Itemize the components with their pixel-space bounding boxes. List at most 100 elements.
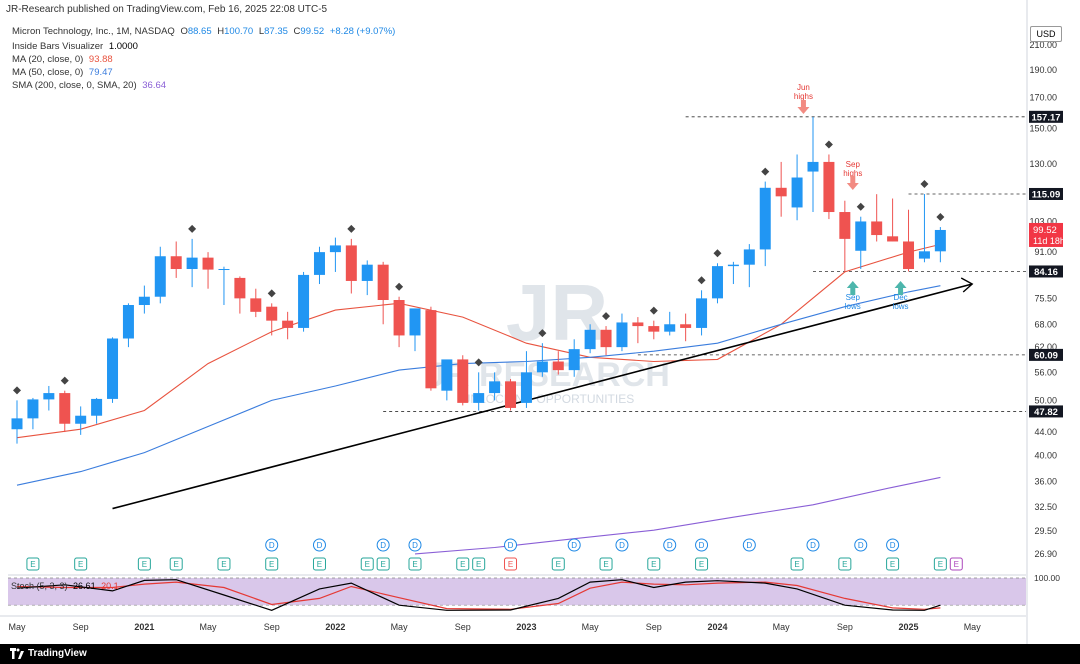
earnings-badge[interactable]	[169, 557, 183, 571]
candle-body[interactable]	[441, 359, 453, 391]
candle-body[interactable]	[138, 296, 150, 306]
candle-body[interactable]	[711, 266, 723, 299]
candle-body[interactable]	[202, 257, 214, 270]
candle-body[interactable]	[520, 372, 532, 403]
candle-body[interactable]	[298, 274, 310, 328]
candle-body[interactable]	[584, 329, 596, 350]
candle-body[interactable]	[903, 241, 915, 270]
earnings-badge[interactable]	[933, 557, 947, 571]
candle-body[interactable]	[918, 251, 930, 259]
dividend-badge[interactable]	[504, 538, 518, 552]
candle-body[interactable]	[234, 277, 246, 299]
time-axis[interactable]: May Sep 2021 May Sep 2022 May Sep 2023 May Sep 2024…	[0, 615, 1026, 632]
earnings-badge[interactable]	[886, 557, 900, 571]
candle-body[interactable]	[505, 381, 517, 408]
candle-body[interactable]	[791, 177, 803, 208]
candle-body[interactable]	[807, 161, 819, 172]
candle-body[interactable]	[648, 326, 660, 332]
candle-body[interactable]	[377, 264, 389, 301]
earnings-badge[interactable]	[504, 557, 518, 571]
earnings-badge[interactable]	[949, 557, 963, 571]
candle-body[interactable]	[186, 257, 198, 270]
earnings-badge[interactable]	[312, 557, 326, 571]
earnings-badge[interactable]	[647, 557, 661, 571]
candle-body[interactable]	[839, 212, 851, 239]
candle-body[interactable]	[154, 256, 166, 297]
candle-body[interactable]	[266, 306, 278, 321]
candle-body[interactable]	[727, 264, 739, 267]
currency-button[interactable]: USD	[1030, 26, 1062, 42]
candle-body[interactable]	[345, 245, 357, 281]
candle-body[interactable]	[107, 338, 119, 399]
candle-body[interactable]	[59, 393, 71, 424]
dividend-badge[interactable]	[312, 538, 326, 552]
candle-body[interactable]	[775, 187, 787, 197]
earnings-badge[interactable]	[74, 557, 88, 571]
candle-body[interactable]	[329, 245, 341, 253]
candle-body[interactable]	[313, 252, 325, 275]
earnings-badge[interactable]	[599, 557, 613, 571]
price-axis[interactable]: 210.00190.00170.00150.00130.00115.00103.…	[1026, 0, 1065, 644]
dividend-badge[interactable]	[806, 538, 820, 552]
dividend-badge[interactable]	[265, 538, 279, 552]
earnings-badge[interactable]	[456, 557, 470, 571]
candle-body[interactable]	[425, 310, 437, 389]
candle-body[interactable]	[218, 269, 230, 271]
earnings-badge[interactable]	[26, 557, 40, 571]
candle-body[interactable]	[934, 229, 946, 252]
event-badges[interactable]: E E E E E D E D E E D E D E E E D E E D E D E D D E D E D E D D E E E	[26, 538, 963, 571]
candle-body[interactable]	[664, 324, 676, 332]
candle-body[interactable]	[473, 393, 485, 403]
candle-body[interactable]	[616, 322, 628, 348]
candle-body[interactable]	[11, 418, 23, 430]
earnings-badge[interactable]	[695, 557, 709, 571]
dividend-badge[interactable]	[408, 538, 422, 552]
earnings-badge[interactable]	[360, 557, 374, 571]
candle-body[interactable]	[489, 381, 501, 394]
candle-body[interactable]	[568, 349, 580, 371]
candle-body[interactable]	[680, 324, 692, 328]
candle-body[interactable]	[91, 398, 103, 416]
candle-body[interactable]	[600, 329, 612, 348]
dividend-badge[interactable]	[615, 538, 629, 552]
candle-body[interactable]	[536, 361, 548, 373]
candle-body[interactable]	[552, 361, 564, 371]
candle-body[interactable]	[632, 322, 644, 327]
dividend-badge[interactable]	[886, 538, 900, 552]
dividend-badge[interactable]	[695, 538, 709, 552]
earnings-badge[interactable]	[551, 557, 565, 571]
candle-body[interactable]	[282, 320, 294, 328]
candle-body[interactable]	[743, 249, 755, 265]
dividend-badge[interactable]	[854, 538, 868, 552]
dividend-badge[interactable]	[742, 538, 756, 552]
candle-body[interactable]	[393, 300, 405, 336]
candle-body[interactable]	[696, 298, 708, 328]
earnings-badge[interactable]	[137, 557, 151, 571]
candle-body[interactable]	[855, 221, 867, 251]
candle-body[interactable]	[43, 393, 55, 400]
candle-body[interactable]	[27, 399, 39, 419]
candle-body[interactable]	[759, 187, 771, 250]
candle-body[interactable]	[122, 305, 134, 339]
candle-body[interactable]	[361, 264, 373, 281]
candle-body[interactable]	[457, 359, 469, 403]
dividend-badge[interactable]	[567, 538, 581, 552]
candle-body[interactable]	[409, 308, 421, 336]
earnings-badge[interactable]	[472, 557, 486, 571]
earnings-badge[interactable]	[265, 557, 279, 571]
candle-body[interactable]	[75, 415, 87, 424]
candle-body[interactable]	[823, 161, 835, 213]
earnings-badge[interactable]	[408, 557, 422, 571]
earnings-badge[interactable]	[376, 557, 390, 571]
candle-body[interactable]	[887, 236, 899, 242]
candle-body[interactable]	[250, 298, 262, 312]
earnings-badge[interactable]	[790, 557, 804, 571]
dividend-badge[interactable]	[376, 538, 390, 552]
dividend-badge[interactable]	[663, 538, 677, 552]
earnings-badge[interactable]	[217, 557, 231, 571]
earnings-badge[interactable]	[838, 557, 852, 571]
candle-body[interactable]	[170, 256, 182, 270]
candles[interactable]	[11, 116, 946, 444]
candle-body[interactable]	[871, 221, 883, 236]
